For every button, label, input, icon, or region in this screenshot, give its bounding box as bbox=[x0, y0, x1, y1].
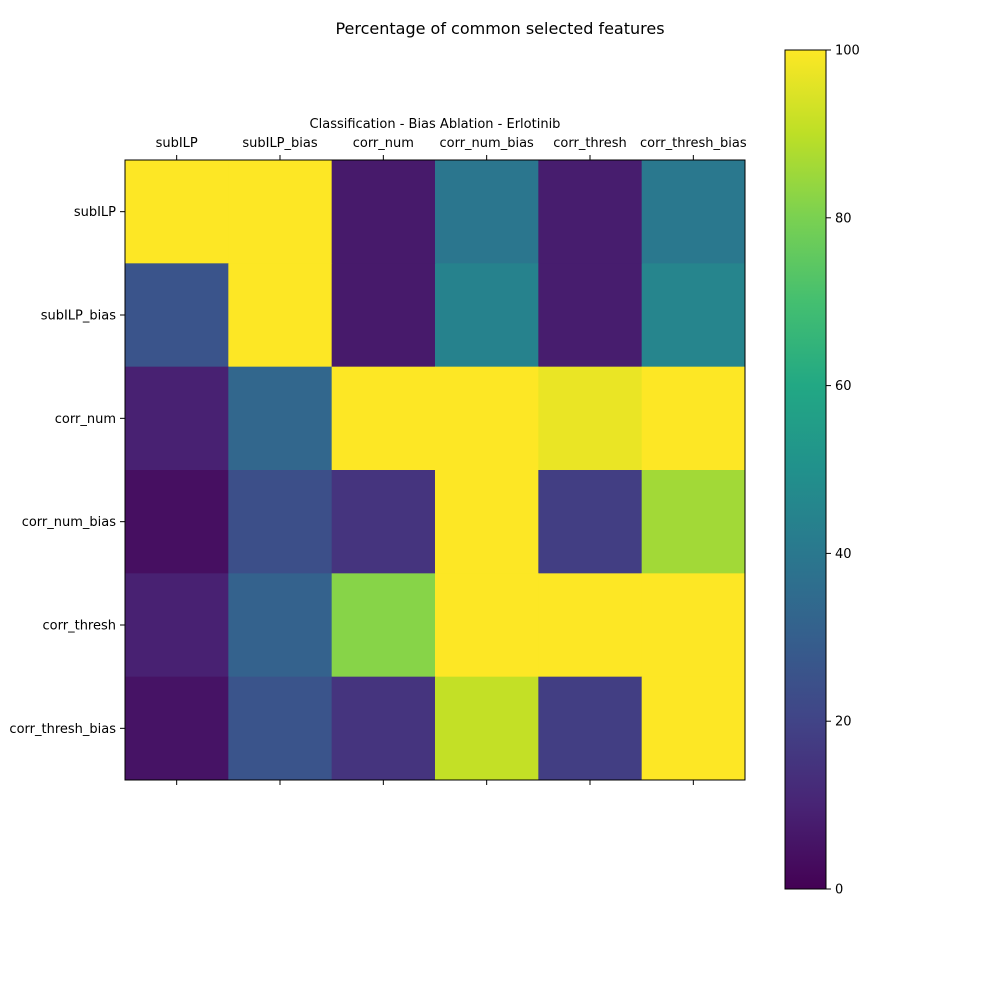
colorbar: 0 20 40 60 80 100 bbox=[784, 44, 860, 898]
heatmap-cell bbox=[228, 573, 333, 678]
heatmap-cell bbox=[538, 160, 643, 264]
colorbar-gradient bbox=[785, 50, 826, 889]
heatmap-cell bbox=[125, 160, 229, 264]
x-tick-label: corr_thresh_bias bbox=[640, 136, 747, 151]
colorbar-tick-label: 20 bbox=[835, 715, 852, 730]
heatmap-cell bbox=[125, 676, 229, 781]
heatmap-cell bbox=[641, 676, 746, 781]
heatmap-cell bbox=[641, 366, 746, 471]
heatmap-cell bbox=[435, 573, 539, 678]
heatmap-cell bbox=[538, 263, 643, 368]
heatmap-cell bbox=[435, 366, 539, 471]
colorbar-tick-label: 100 bbox=[835, 44, 860, 59]
x-tick-label: corr_thresh bbox=[553, 136, 626, 151]
plot-frame bbox=[124, 159, 746, 781]
y-tick-label: subILP_bias bbox=[41, 309, 117, 324]
heatmap-cell bbox=[228, 366, 333, 471]
colorbar-frame bbox=[784, 49, 827, 890]
heatmap-cell bbox=[331, 573, 436, 678]
heatmap-cell bbox=[228, 676, 333, 781]
heatmap-cell bbox=[125, 470, 229, 574]
colorbar-tick-label: 40 bbox=[835, 547, 852, 562]
heatmap-cell bbox=[435, 470, 539, 574]
y-tick-label: corr_num bbox=[55, 412, 116, 427]
colorbar-tick-label: 60 bbox=[835, 379, 852, 394]
heatmap-cell bbox=[228, 160, 333, 264]
heatmap-cell bbox=[331, 470, 436, 574]
heatmap-cell bbox=[641, 573, 746, 678]
chart-subtitle: Classification - Bias Ablation - Erlotin… bbox=[310, 117, 561, 132]
y-tick-label: corr_thresh bbox=[43, 619, 116, 634]
heatmap-cell bbox=[331, 366, 436, 471]
heatmap-cell bbox=[331, 160, 436, 264]
heatmap-cell bbox=[538, 470, 643, 574]
heatmap-cell bbox=[641, 263, 746, 368]
heatmap-cell bbox=[331, 676, 436, 781]
heatmap-cell bbox=[228, 263, 333, 368]
heatmap-cell bbox=[125, 573, 229, 678]
x-axis-ticks: subILP subILP_bias corr_num corr_num_bias co… bbox=[156, 136, 747, 785]
heatmap-cell bbox=[435, 676, 539, 781]
colorbar-tick-label: 80 bbox=[835, 211, 852, 226]
heatmap-cell bbox=[228, 470, 333, 574]
heatmap-cell bbox=[538, 676, 643, 781]
y-tick-label: corr_num_bias bbox=[22, 515, 117, 530]
y-tick-label: subILP bbox=[74, 205, 116, 220]
x-tick-label: subILP bbox=[156, 136, 198, 151]
x-tick-label: corr_num_bias bbox=[440, 136, 535, 151]
y-tick-label: corr_thresh_bias bbox=[9, 722, 116, 737]
chart-title: Percentage of common selected features bbox=[335, 19, 664, 38]
x-tick-label: corr_num bbox=[353, 136, 414, 151]
heatmap-cell bbox=[641, 470, 746, 574]
heatmap-cell bbox=[125, 366, 229, 471]
y-axis-ticks: subILP subILP_bias corr_num corr_num_biasco… bbox=[9, 205, 125, 737]
heatmap-cell bbox=[538, 366, 643, 471]
x-tick-label: subILP_bias bbox=[242, 136, 318, 151]
heatmap-cell bbox=[538, 573, 643, 678]
heatmap-cell bbox=[435, 160, 539, 264]
heatmap-cell bbox=[641, 160, 746, 264]
heatmap-cell bbox=[125, 263, 229, 368]
heatmap-cell bbox=[331, 263, 436, 368]
heatmap-cells bbox=[125, 160, 746, 781]
heatmap-cell bbox=[435, 263, 539, 368]
colorbar-tick-label: 0 bbox=[835, 883, 843, 898]
